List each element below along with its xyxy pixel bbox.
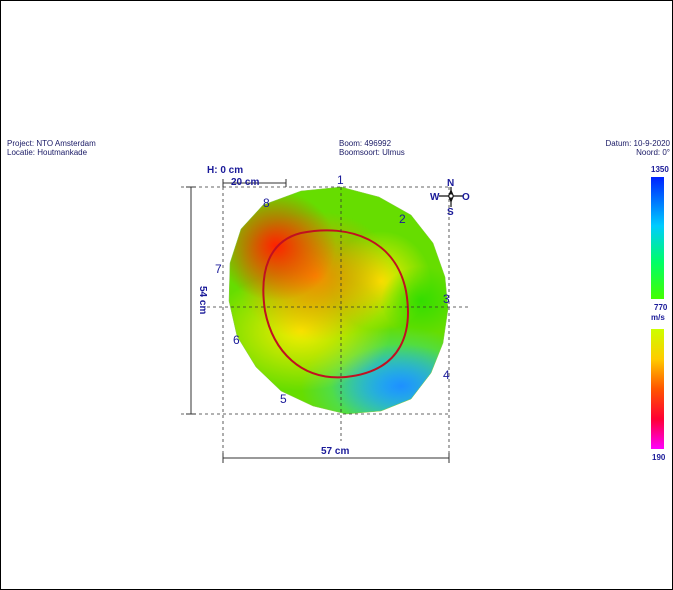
sensor-label-3: 3 (443, 292, 450, 306)
header-left: Project: NTO Amsterdam Locatie: Houtmank… (7, 139, 96, 157)
color-scale-top (651, 177, 664, 299)
compass-s: S (447, 207, 454, 218)
sensor-label-7: 7 (215, 262, 222, 276)
scale-max-label: 1350 (651, 165, 669, 174)
depth-label: 54 cm (197, 286, 208, 314)
sensor-label-4: 4 (443, 368, 450, 382)
guide-lines (181, 186, 471, 463)
header-right: Datum: 10-9-2020 Noord: 0° (606, 139, 670, 157)
date-label: Datum: 10-9-2020 (605, 139, 670, 148)
tree-label: Boom: 496992 (339, 139, 392, 148)
height-label: H: 0 cm (207, 165, 243, 176)
sensor-label-1: 1 (337, 173, 344, 187)
green-zone-right (381, 266, 448, 336)
color-scale-bottom (651, 329, 664, 449)
compass-n: N (447, 178, 454, 189)
compass-icon: N W O S (430, 178, 470, 218)
scale-bar-label: 20 cm (231, 177, 259, 188)
header-middle: Boom: 496992 Boomsoort: Ulmus (339, 139, 405, 157)
sensor-labels: 1 2 3 4 5 6 7 8 (215, 173, 450, 406)
scale-mid-label: 770 (654, 303, 668, 312)
north-label: Noord: 0° (636, 148, 670, 157)
sensor-label-2: 2 (399, 212, 406, 226)
color-scale: 1350 770 m/s 190 (651, 165, 669, 462)
velocity-heatmap (229, 187, 448, 414)
width-label: 57 cm (321, 446, 349, 457)
species-label: Boomsoort: Ulmus (339, 148, 405, 157)
compass-w: W (430, 192, 440, 203)
compass-o: O (462, 192, 470, 203)
location-label: Locatie: Houtmankade (7, 148, 88, 157)
decay-contour (262, 229, 409, 379)
low-velocity-zone-red (229, 191, 336, 301)
sensor-label-8: 8 (263, 196, 270, 210)
scale-unit-label: m/s (651, 313, 665, 322)
sensor-label-5: 5 (280, 392, 287, 406)
project-label: Project: NTO Amsterdam (7, 139, 96, 148)
dimension-lines (186, 179, 450, 463)
trunk-outline (228, 186, 449, 415)
scale-min-label: 190 (652, 453, 666, 462)
sensor-label-6: 6 (233, 333, 240, 347)
